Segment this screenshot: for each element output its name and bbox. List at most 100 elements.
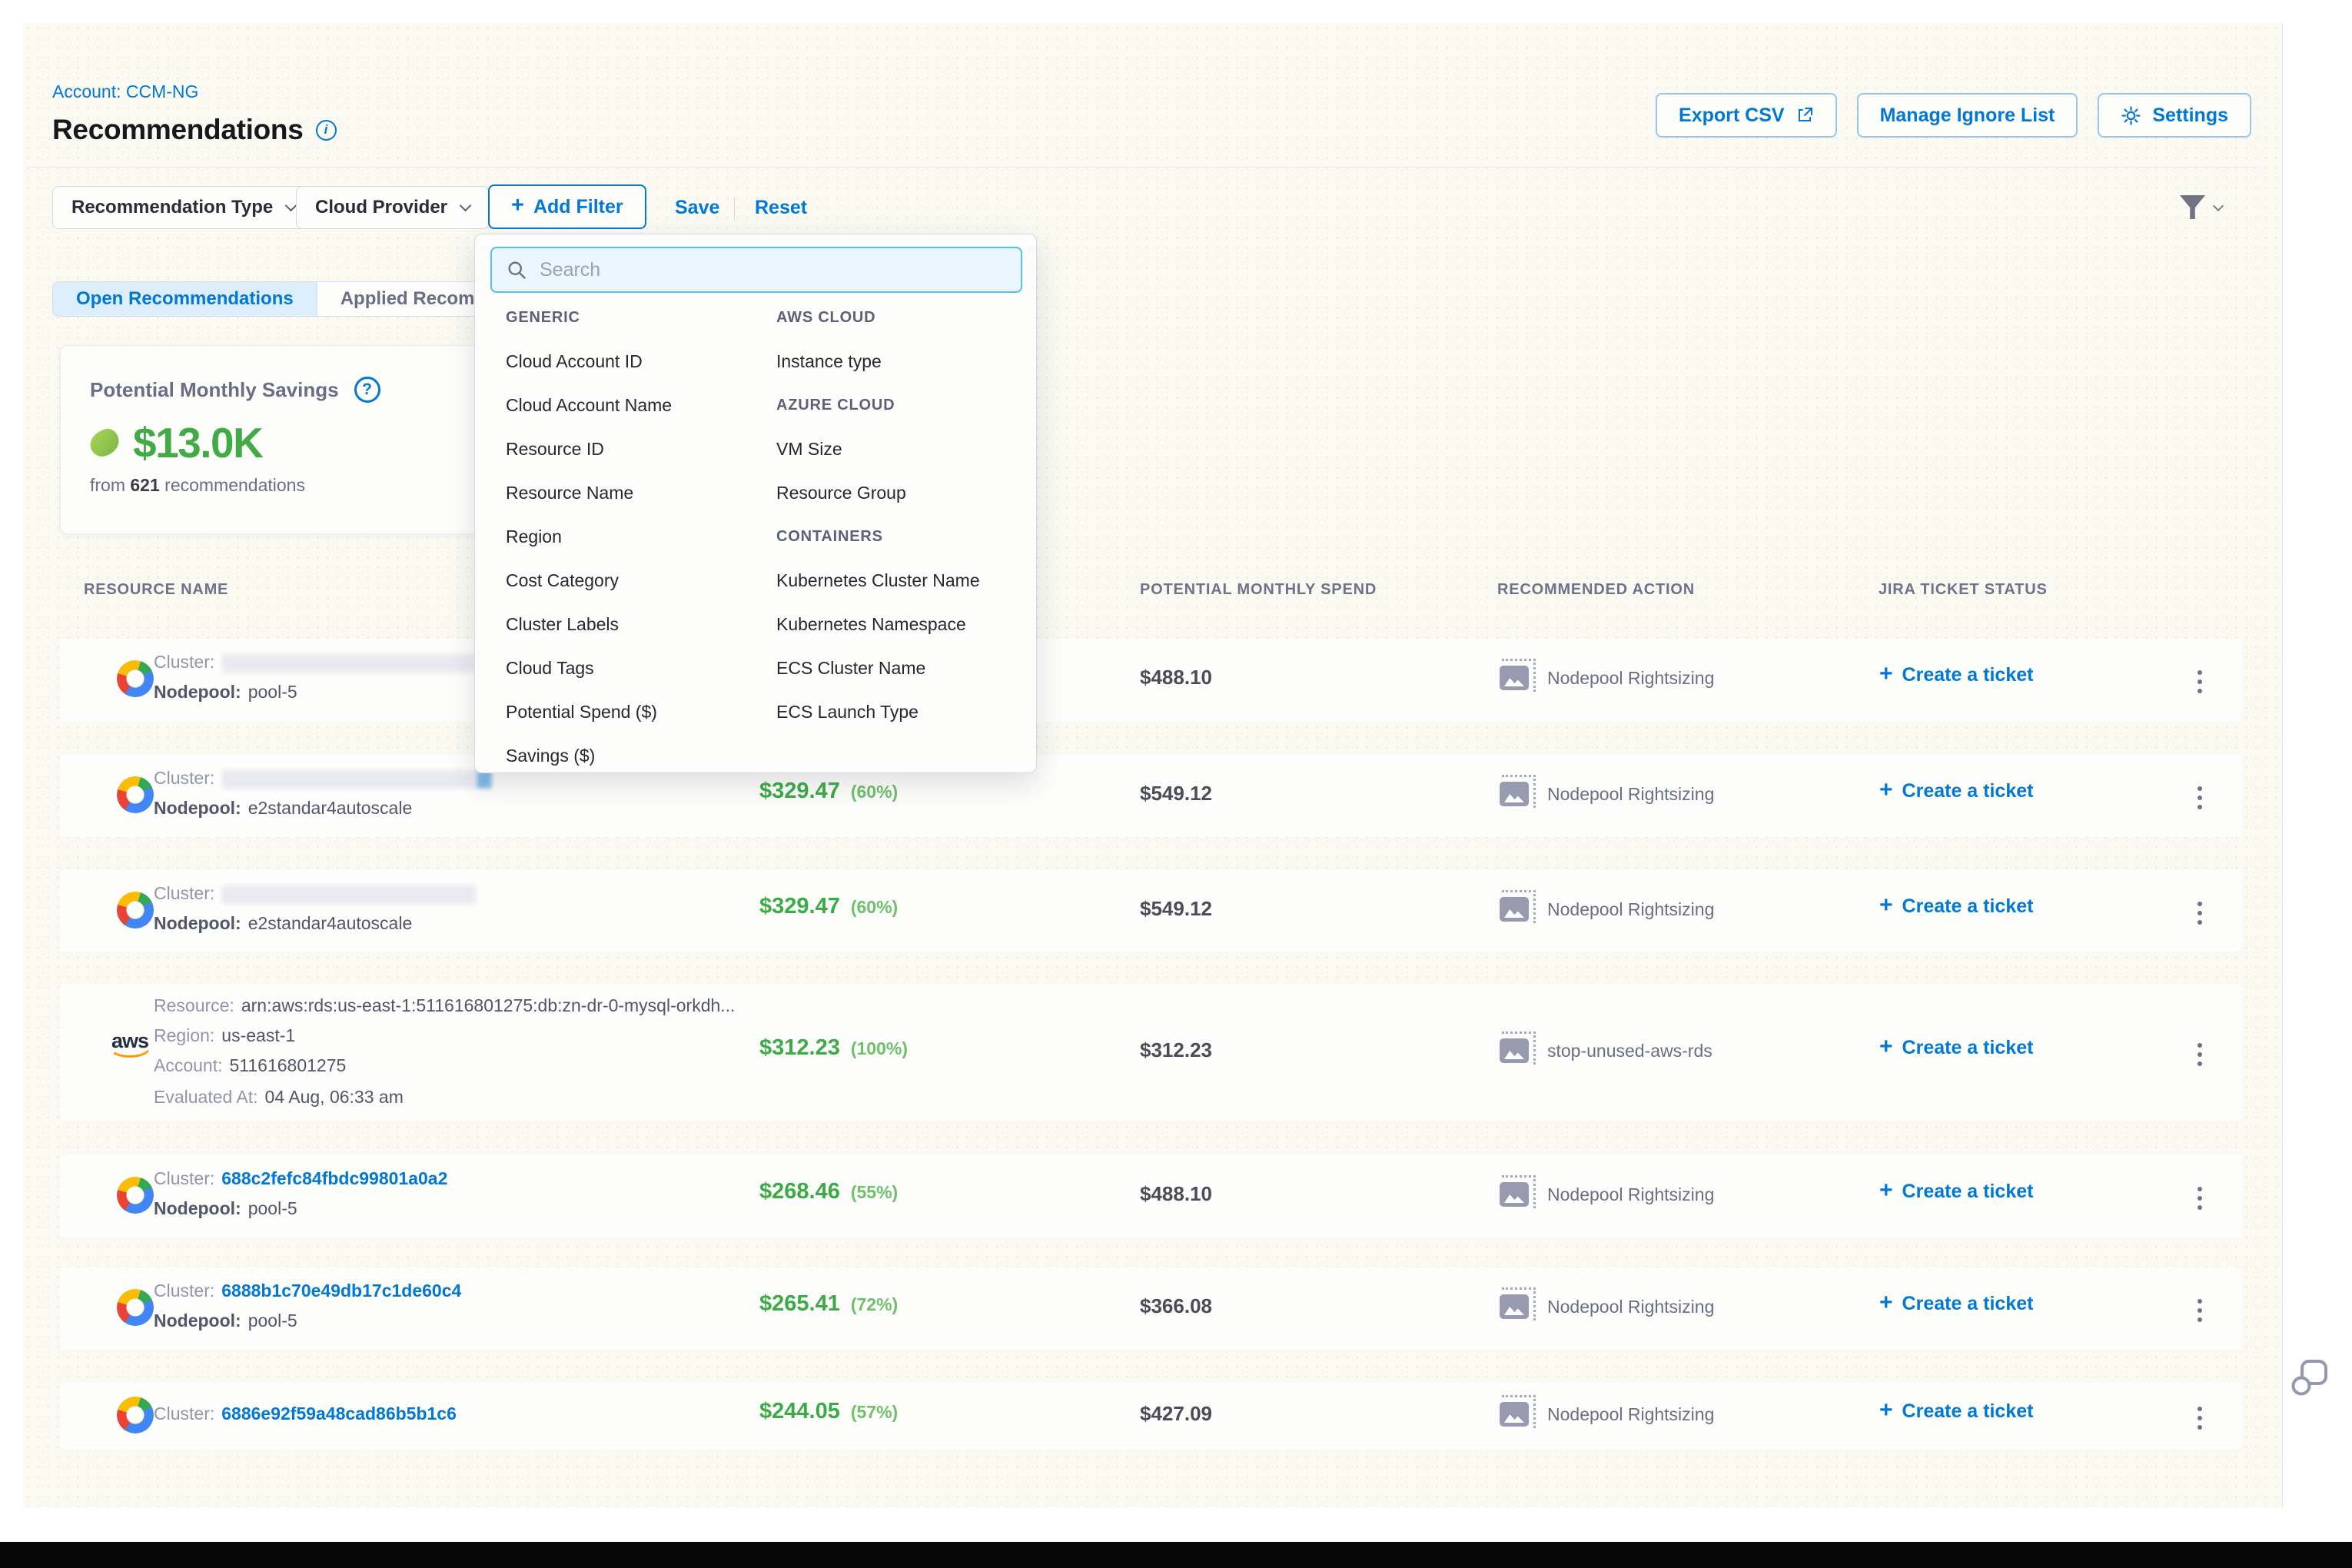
cluster-link[interactable]: 6888b1c70e49db17c1de60c4 [221,1281,461,1301]
settings-button[interactable]: Settings [2098,93,2251,138]
account-breadcrumb[interactable]: Account: CCM-NG [52,81,198,102]
plus-icon: + [1879,1290,1893,1316]
rightsizing-icon [1500,782,1529,806]
potential-monthly-savings-value: $268.46(55%) [759,1179,898,1204]
filter-option[interactable]: Savings ($) [506,734,771,778]
create-ticket-label: Create a ticket [1902,1037,2034,1059]
filter-option[interactable]: Region [506,515,771,559]
export-csv-button[interactable]: Export CSV [1656,93,1837,138]
header-actions: Export CSV Manage Ignore List Settings [1656,93,2251,138]
reset-filter-button[interactable]: Reset [755,186,807,229]
plus-icon: + [511,193,524,218]
filter-option[interactable]: Kubernetes Namespace [776,603,1041,646]
plus-icon: + [1879,892,1893,919]
row-menu-kebab[interactable] [2190,667,2210,696]
create-ticket-button[interactable]: +Create a ticket [1879,1036,2033,1060]
create-ticket-button[interactable]: + Create a ticket [1879,895,2033,919]
filter-option[interactable]: Resource Group [776,471,1041,515]
help-question-icon[interactable]: ? [354,377,380,403]
create-ticket-label: Create a ticket [1902,1400,2034,1423]
add-filter-label: Add Filter [533,196,623,218]
bottom-bar [0,1542,2352,1568]
filter-option[interactable]: Cluster Labels [506,603,771,646]
resource-line: Account:511616801275 [154,1055,346,1076]
potential-monthly-spend-value: $312.23 [1140,1038,1212,1062]
resource-value: arn:aws:rds:us-east-1:511616801275:db:zn… [241,995,736,1015]
create-ticket-button[interactable]: +Create a ticket [1879,663,2033,687]
savings-amount: $312.23 [759,1035,840,1061]
tab-open-recommendations[interactable]: Open Recommendations [53,282,317,316]
potential-monthly-savings-card: Potential Monthly Savings ? $13.0K from … [60,345,484,534]
filter-chip-label: Cloud Provider [315,197,447,218]
row-menu-kebab[interactable] [2190,1296,2210,1325]
resource-line: Nodepool:pool-5 [154,1310,297,1331]
savings-percent: (72%) [851,1294,898,1315]
search-input[interactable] [527,259,1021,281]
filter-option[interactable]: Cloud Account ID [506,340,771,384]
filter-option[interactable]: Resource ID [506,427,771,471]
filter-option[interactable]: Cloud Tags [506,646,771,690]
filter-option[interactable]: VM Size [776,427,1041,471]
cluster-link[interactable]: 6886e92f59a48cad86b5b1c6 [221,1404,457,1423]
gcp-cloud-icon [117,1397,154,1433]
column-header: POTENTIAL MONTHLY SPEND [1140,581,1377,599]
create-ticket-label: Create a ticket [1902,780,2034,802]
rightsizing-icon [1500,666,1529,690]
resource-line: Nodepool:e2standar4autoscale [154,912,412,934]
recommended-action: Nodepool Rightsizing [1500,1402,1714,1427]
resource-line-label: Cluster: [154,652,214,672]
filter-chip-cloud-provider[interactable]: Cloud Provider [296,186,489,229]
create-ticket-button[interactable]: +Create a ticket [1879,1292,2033,1316]
header-divider [29,167,2257,168]
filter-option[interactable]: Resource Name [506,471,771,515]
info-icon[interactable]: i [316,120,337,141]
redacted-link-fragment [477,771,491,788]
filter-option[interactable]: Cloud Account Name [506,384,771,427]
create-ticket-button[interactable]: +Create a ticket [1879,779,2033,803]
plus-icon: + [1879,1178,1893,1204]
row-menu-kebab[interactable] [2190,1184,2210,1213]
table-row: Cluster:6888b1c70e49db17c1de60c4Nodepool… [60,1267,2241,1350]
filter-option[interactable]: ECS Cluster Name [776,646,1041,690]
filter-option[interactable]: ECS Launch Type [776,690,1041,734]
create-ticket-label: Create a ticket [1902,895,2034,918]
resource-line: Nodepool:pool-5 [154,1198,297,1219]
recommendation-count: 621 [130,475,159,495]
cluster-link[interactable]: 688c2fefc84fbdc99801a0a2 [221,1168,447,1188]
resource-line-label: Account: [154,1055,223,1075]
create-ticket-label: Create a ticket [1902,1181,2034,1203]
filter-chip-recommendation-type[interactable]: Recommendation Type [52,186,314,229]
row-menu-kebab[interactable] [2190,899,2210,928]
leaf-icon [87,427,121,459]
filter-option[interactable]: Potential Spend ($) [506,690,771,734]
column-header: JIRA TICKET STATUS [1879,581,2048,599]
rightsizing-icon [1500,897,1529,922]
resource-line-label: Nodepool: [154,1198,241,1218]
resource-value: pool-5 [248,1311,297,1330]
recommended-action: Nodepool Rightsizing [1500,1182,1714,1207]
create-ticket-button[interactable]: + Create a ticket [1879,1180,2033,1204]
filter-option[interactable]: Kubernetes Cluster Name [776,559,1041,603]
row-menu-kebab[interactable] [2190,1404,2210,1433]
filter-option[interactable]: Cost Category [506,559,771,603]
savings-subtext-prefix: from [90,475,125,495]
gcp-cloud-icon [117,660,154,697]
manage-ignore-list-button[interactable]: Manage Ignore List [1857,93,2078,138]
savings-amount: $268.46 [759,1179,840,1204]
rightsizing-icon [1500,1294,1529,1319]
filter-option[interactable]: Instance type [776,340,1041,384]
recommended-action: Nodepool Rightsizing [1500,782,1714,806]
filter-chip-label: Recommendation Type [71,197,273,218]
filter-funnel-button[interactable] [2180,195,2222,219]
add-filter-button[interactable]: + Add Filter [488,184,646,229]
savings-subtext-suffix: recommendations [164,475,305,495]
table-row: Cluster:Nodepool:pool-5$488.10Nodepool R… [60,639,2241,722]
row-menu-kebab[interactable] [2190,783,2210,812]
export-csv-label: Export CSV [1679,105,1785,127]
row-menu-kebab[interactable] [2190,1040,2210,1069]
help-chat-icon[interactable] [2289,1356,2332,1399]
save-filter-button[interactable]: Save [675,186,719,229]
create-ticket-button[interactable]: +Create a ticket [1879,1400,2033,1423]
table-row: Cluster:Nodepool:e2standar4autoscale$329… [60,755,2241,837]
recommended-action-label: Nodepool Rightsizing [1547,1404,1714,1425]
